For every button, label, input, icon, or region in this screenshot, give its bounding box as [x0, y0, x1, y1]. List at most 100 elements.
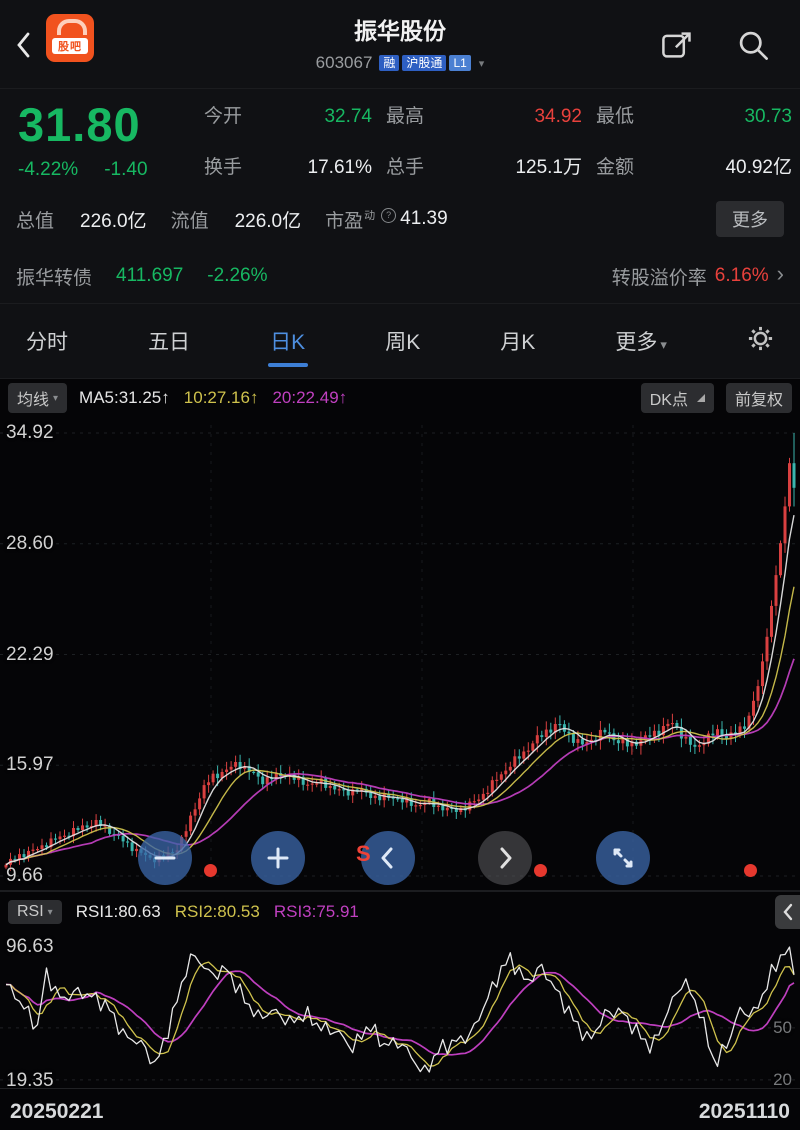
- chevron-down-icon: ▾: [660, 337, 667, 352]
- last-price: 31.80: [18, 98, 141, 151]
- indicator-selector-button[interactable]: RSI ▾: [8, 900, 62, 924]
- chevron-left-icon: [381, 847, 393, 869]
- fullscreen-button[interactable]: [596, 831, 650, 885]
- minus-icon: [154, 856, 176, 860]
- adjust-mode-button[interactable]: 前复权: [725, 383, 792, 413]
- ma-label: 20:22.49↑: [272, 388, 348, 407]
- stock-badge: 沪股通: [402, 55, 447, 71]
- premium-label: 转股溢价率: [611, 267, 707, 289]
- quote-stat-value: 125.1万: [515, 157, 582, 178]
- quote-stat-label: 最高: [386, 106, 425, 127]
- top-bar: 股吧 振华股份 603067 融沪股通 L1 ▾: [0, 0, 800, 89]
- quote-section: 31.80 -4.22% -1.40 今开 32.74 最高 34.92 最低 30.73…: [0, 89, 800, 249]
- rsi-axis-label: 19.35: [6, 1070, 54, 1088]
- quote-stat-label: 换手: [204, 157, 243, 178]
- quote-stat-value: 34.92: [534, 106, 582, 127]
- quote-stat-value: 30.73: [744, 106, 792, 127]
- panel-divider: [0, 890, 800, 892]
- quote-stat: 换手 17.61%: [204, 152, 372, 179]
- tab-周K[interactable]: 周K: [385, 331, 421, 354]
- kline-chart[interactable]: [0, 417, 800, 890]
- chevron-down-icon: ▾: [47, 906, 53, 918]
- logo-text: 股吧: [52, 38, 88, 54]
- ma-label: 10:27.16↑: [183, 388, 259, 407]
- rsi-chart[interactable]: [0, 932, 800, 1088]
- bond-name: 振华转债: [16, 267, 93, 289]
- rsi-value-labels: RSI1:80.63 RSI2:80.53 RSI3:75.91: [76, 902, 359, 922]
- quote-stat-value: 32.74: [324, 106, 372, 127]
- tab-月K[interactable]: 月K: [500, 331, 536, 354]
- ma-value-labels: MA5:31.25↑ 10:27.16↑ 20:22.49↑: [79, 388, 347, 408]
- sell-signal-marker: S: [356, 841, 371, 866]
- share-button[interactable]: [660, 28, 694, 67]
- rsi-chart-area[interactable]: 96.63 19.35 50 20: [0, 932, 800, 1088]
- tab-五日[interactable]: 五日: [148, 331, 191, 354]
- quote-stat-value: 40.92亿: [725, 157, 792, 178]
- change-row: -4.22% -1.40: [18, 159, 148, 181]
- zoom-in-button[interactable]: [251, 831, 305, 885]
- stock-code: 603067: [315, 53, 373, 72]
- dynamic-pe-superscript: 动: [364, 210, 376, 223]
- quote-stat-label: 总手: [386, 157, 425, 178]
- logo-bag-handle: [57, 19, 87, 35]
- plus-icon: [267, 847, 289, 869]
- quote-stat-label: 今开: [204, 106, 243, 127]
- event-dot-marker: [743, 864, 757, 877]
- active-tab-underline: [267, 363, 308, 367]
- pan-left-button[interactable]: [361, 831, 415, 885]
- search-button[interactable]: [736, 28, 770, 67]
- quote-stat-value: 17.61%: [307, 157, 372, 178]
- rsi-grid-label: 50: [773, 1017, 792, 1037]
- chevron-down-icon: ▾: [53, 392, 59, 404]
- chevron-right-icon: [500, 847, 512, 869]
- rsi-label: RSI1:80.63: [75, 902, 161, 921]
- price-axis-label: 22.29: [6, 643, 54, 665]
- indicator-header: 均线 ▾ MA5:31.25↑ 10:27.16↑ 20:22.49↑ DK点 前复权: [0, 379, 800, 417]
- quote-stat: 最高 34.92: [386, 101, 582, 128]
- price-axis-label: 9.66: [6, 865, 43, 886]
- ma-selector-button[interactable]: 均线 ▾: [8, 383, 68, 413]
- dk-point-button[interactable]: DK点: [640, 383, 714, 413]
- stock-badge: L1: [449, 55, 471, 71]
- kline-chart-area[interactable]: 34.92 28.60 22.29 15.97 9.66 S: [0, 417, 800, 890]
- pan-right-button[interactable]: [478, 831, 532, 885]
- quote-stat-value: 41.39: [400, 208, 448, 229]
- chart-settings-button[interactable]: [745, 311, 776, 372]
- zoom-out-button[interactable]: [138, 831, 192, 885]
- guba-app-logo[interactable]: 股吧: [46, 14, 94, 62]
- back-chevron-icon: [17, 32, 30, 58]
- quote-stat-label: 流值: [170, 210, 209, 232]
- bond-change: -2.26%: [207, 265, 268, 286]
- share-icon: [662, 32, 691, 58]
- badge-group: 融沪股通 L1: [379, 54, 473, 72]
- badge-caret-icon[interactable]: ▾: [478, 57, 485, 70]
- chevron-right-icon[interactable]: ›: [776, 261, 784, 286]
- quote-stat-label: 市盈动: [325, 210, 376, 232]
- quote-stat-value: 226.0亿: [234, 210, 302, 232]
- tab-更多[interactable]: 更多 ▾: [615, 331, 667, 354]
- more-button[interactable]: 更多: [716, 201, 784, 237]
- tab-分时[interactable]: 分时: [26, 331, 68, 354]
- price-axis-label: 34.92: [6, 422, 54, 443]
- search-icon: [739, 31, 768, 60]
- chart-section: 均线 ▾ MA5:31.25↑ 10:27.16↑ 20:22.49↑ DK点 前复权…: [0, 379, 800, 1130]
- collapse-panel-button[interactable]: [775, 895, 800, 929]
- pe-help-icon[interactable]: ?: [381, 207, 397, 223]
- quote-stat: 总手 125.1万: [386, 152, 582, 179]
- bond-row[interactable]: 振华转债 411.697 -2.26% 转股溢价率 6.16% ›: [0, 249, 800, 304]
- premium-value: 6.16%: [714, 265, 769, 286]
- quote-stat-value: 226.0亿: [80, 210, 147, 232]
- event-dot-marker: [203, 864, 217, 877]
- rsi-grid-label: 20: [773, 1069, 792, 1088]
- rsi-label: RSI3:75.91: [273, 902, 359, 921]
- stock-badge: 融: [379, 55, 400, 71]
- quote-stat-label: 最低: [596, 106, 635, 127]
- corner-triangle-icon: [696, 394, 705, 402]
- tab-日K[interactable]: 日K: [267, 312, 308, 370]
- start-date-label: 20250221: [10, 1099, 104, 1123]
- chevron-left-icon: [782, 903, 792, 921]
- quote-stat-label: 金额: [596, 157, 635, 178]
- back-button[interactable]: [12, 26, 38, 64]
- price-axis-label: 28.60: [6, 532, 54, 554]
